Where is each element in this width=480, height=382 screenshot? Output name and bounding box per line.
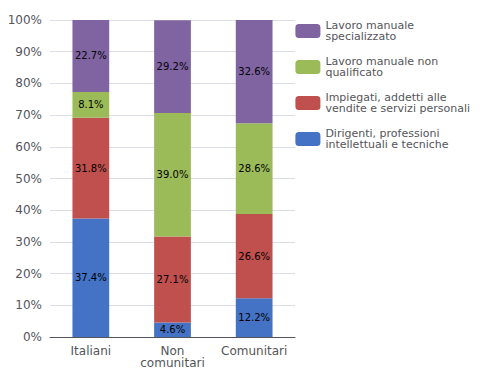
svg-text:28.6%: 28.6% <box>238 163 270 174</box>
svg-text:37.4%: 37.4% <box>75 272 107 283</box>
svg-text:10%: 10% <box>15 298 42 312</box>
svg-text:31.8%: 31.8% <box>75 163 107 174</box>
svg-text:specializzato: specializzato <box>325 30 396 43</box>
svg-text:22.7%: 22.7% <box>75 50 107 61</box>
svg-text:Impiegati, addetti alle: Impiegati, addetti alle <box>325 91 447 104</box>
svg-text:26.6%: 26.6% <box>238 251 270 262</box>
svg-text:intellettuali e tecniche: intellettuali e tecniche <box>325 138 448 151</box>
svg-text:50%: 50% <box>15 172 42 186</box>
svg-text:39.0%: 39.0% <box>157 169 189 180</box>
svg-text:Italiani: Italiani <box>71 344 112 358</box>
svg-text:100%: 100% <box>8 13 42 27</box>
svg-text:Dirigenti, professioni: Dirigenti, professioni <box>325 127 440 140</box>
svg-text:Non: Non <box>160 344 185 358</box>
svg-text:20%: 20% <box>15 267 42 281</box>
svg-text:40%: 40% <box>15 203 42 217</box>
svg-text:12.2%: 12.2% <box>238 312 270 323</box>
svg-text:Lavoro manuale: Lavoro manuale <box>325 19 414 32</box>
svg-text:29.2%: 29.2% <box>157 61 189 72</box>
svg-text:8.1%: 8.1% <box>78 99 103 110</box>
svg-text:80%: 80% <box>15 76 42 90</box>
svg-text:qualificato: qualificato <box>325 66 383 79</box>
svg-text:Lavoro manuale non: Lavoro manuale non <box>325 55 439 68</box>
svg-text:vendite e servizi personali: vendite e servizi personali <box>325 102 470 115</box>
svg-text:27.1%: 27.1% <box>157 274 189 285</box>
svg-text:32.6%: 32.6% <box>238 66 270 77</box>
svg-text:70%: 70% <box>15 108 42 122</box>
svg-text:comunitari: comunitari <box>140 356 205 370</box>
svg-text:0%: 0% <box>23 330 42 344</box>
svg-text:30%: 30% <box>15 235 42 249</box>
svg-text:90%: 90% <box>15 45 42 59</box>
svg-text:60%: 60% <box>15 140 42 154</box>
svg-text:4.6%: 4.6% <box>160 324 185 335</box>
svg-text:Comunitari: Comunitari <box>221 344 287 358</box>
